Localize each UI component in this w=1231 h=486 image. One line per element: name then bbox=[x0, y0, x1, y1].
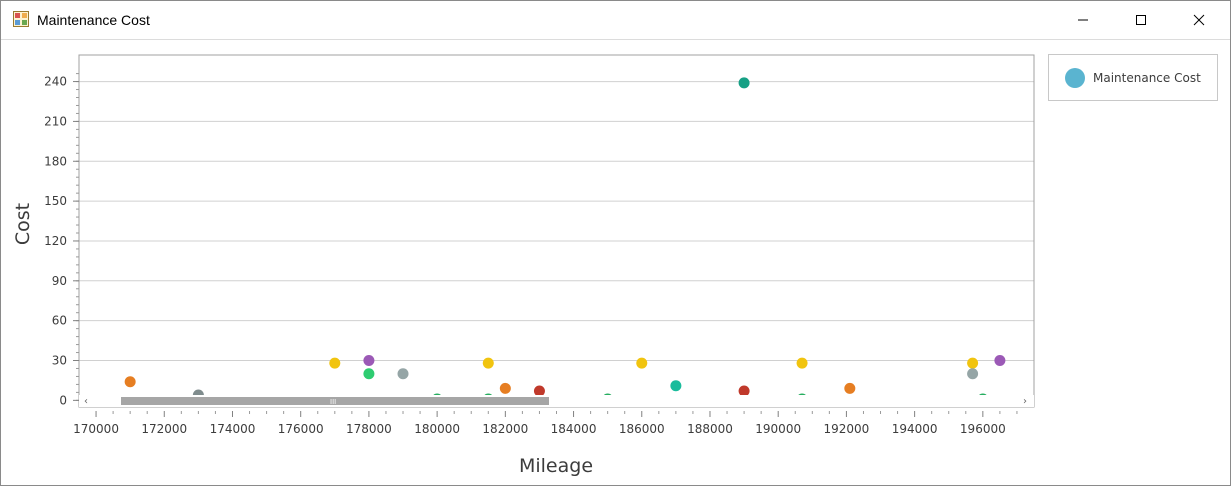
legend-marker-icon bbox=[1065, 67, 1085, 88]
legend: Maintenance Cost bbox=[1048, 54, 1218, 101]
x-tick-label: 170000 bbox=[73, 422, 119, 436]
legend-label: Maintenance Cost bbox=[1093, 70, 1201, 85]
title-bar[interactable]: Maintenance Cost bbox=[1, 1, 1230, 40]
x-tick-label: 184000 bbox=[551, 422, 597, 436]
grid-layer bbox=[79, 81, 1034, 401]
scatter-point[interactable] bbox=[533, 385, 545, 397]
scatter-point[interactable] bbox=[967, 368, 979, 380]
scatter-point[interactable] bbox=[670, 380, 682, 392]
scatter-point[interactable] bbox=[994, 355, 1006, 367]
scatter-point[interactable] bbox=[329, 357, 341, 369]
chart-app-icon bbox=[13, 11, 29, 27]
x-tick-label: 186000 bbox=[619, 422, 665, 436]
x-tick-label: 172000 bbox=[141, 422, 187, 436]
scatter-point[interactable] bbox=[499, 382, 511, 394]
scrollbar-grip-icon: III bbox=[330, 398, 336, 406]
x-axis-title: Mileage bbox=[519, 455, 593, 477]
scatter-point[interactable] bbox=[844, 382, 856, 394]
scatter-point[interactable] bbox=[796, 357, 808, 369]
y-tick-label: 150 bbox=[44, 194, 67, 208]
x-axis: 170000 172000 174000 176000 178000 180000 1820… bbox=[73, 411, 1018, 436]
scatter-point[interactable] bbox=[363, 355, 375, 367]
horizontal-scrollbar[interactable]: ‹ III › bbox=[79, 395, 1034, 407]
x-tick-label: 180000 bbox=[414, 422, 460, 436]
x-tick-label: 192000 bbox=[824, 422, 870, 436]
x-tick-label: 182000 bbox=[482, 422, 528, 436]
y-tick-label: 210 bbox=[44, 114, 67, 128]
scatter-point[interactable] bbox=[482, 357, 494, 369]
x-tick-label: 178000 bbox=[346, 422, 392, 436]
x-tick-label: 174000 bbox=[210, 422, 256, 436]
scrollbar-thumb[interactable] bbox=[121, 397, 549, 405]
close-button[interactable] bbox=[1176, 1, 1222, 39]
maximize-icon bbox=[1135, 14, 1147, 26]
scatter-point[interactable] bbox=[636, 357, 648, 369]
x-tick-label: 188000 bbox=[687, 422, 733, 436]
minimize-button[interactable] bbox=[1060, 1, 1106, 39]
y-tick-label: 180 bbox=[44, 154, 67, 168]
maximize-button[interactable] bbox=[1118, 1, 1164, 39]
y-tick-label: 30 bbox=[52, 354, 67, 368]
scroll-left-arrow-icon[interactable]: ‹ bbox=[84, 396, 88, 407]
y-tick-label: 90 bbox=[52, 274, 67, 288]
x-tick-label: 190000 bbox=[755, 422, 801, 436]
minimize-icon bbox=[1077, 14, 1089, 26]
plot-frame bbox=[78, 54, 1035, 408]
scatter-point[interactable] bbox=[124, 376, 136, 388]
scroll-right-arrow-icon[interactable]: › bbox=[1023, 396, 1027, 407]
window-title: Maintenance Cost bbox=[37, 12, 150, 28]
x-tick-label: 176000 bbox=[278, 422, 324, 436]
scatter-point[interactable] bbox=[967, 357, 979, 369]
chart-area: 0 30 60 90 120 150 180 210 240 170000 172000 17400… bbox=[1, 40, 1230, 485]
y-tick-label: 120 bbox=[44, 234, 67, 248]
y-axis-title: Cost bbox=[12, 203, 34, 245]
y-tick-label: 0 bbox=[59, 393, 67, 407]
scatter-point[interactable] bbox=[397, 368, 409, 380]
scatter-point[interactable] bbox=[363, 368, 375, 380]
y-axis: 0 30 60 90 120 150 180 210 240 bbox=[44, 73, 79, 407]
x-tick-label: 196000 bbox=[960, 422, 1006, 436]
y-tick-label: 60 bbox=[52, 314, 67, 328]
y-tick-label: 240 bbox=[44, 75, 67, 89]
x-tick-label: 194000 bbox=[892, 422, 938, 436]
scatter-point[interactable] bbox=[738, 385, 750, 397]
scatter-chart: 0 30 60 90 120 150 180 210 240 170000 172000 17400… bbox=[12, 54, 1035, 477]
scatter-point[interactable] bbox=[738, 77, 750, 89]
close-icon bbox=[1193, 14, 1205, 26]
